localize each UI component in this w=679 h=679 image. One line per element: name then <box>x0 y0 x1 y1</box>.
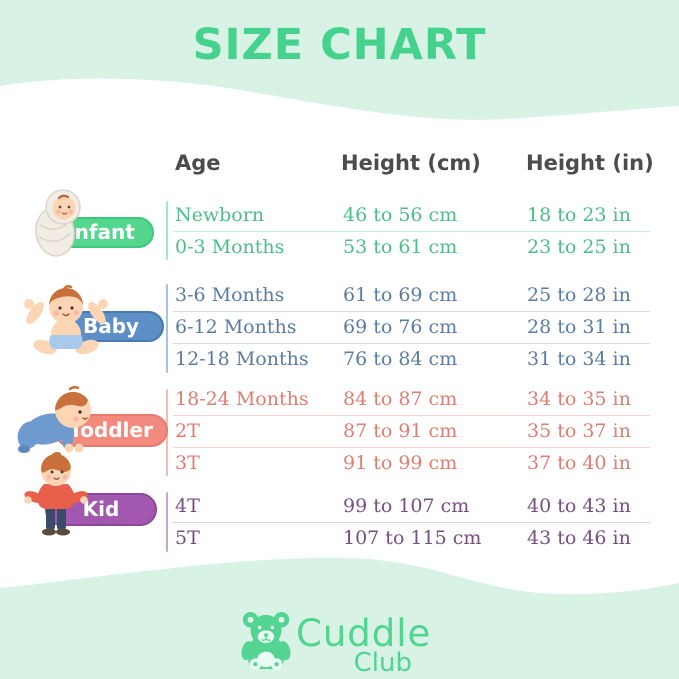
table-row: 3T 91 to 99 cm 37 to 40 in <box>0 450 679 476</box>
row-height-cm: 69 to 76 cm <box>343 316 458 338</box>
row-age: 12-18 Months <box>175 348 309 370</box>
top-wave-decoration <box>0 0 679 120</box>
table-row: 0-3 Months 53 to 61 cm 23 to 25 in <box>0 234 679 260</box>
standing-kid-icon <box>24 452 88 536</box>
row-age: 4T <box>175 495 200 517</box>
infant-label: Infant <box>67 220 135 244</box>
row-height-cm: 76 to 84 cm <box>343 348 458 370</box>
page-title: SIZE CHART <box>192 20 487 70</box>
kid-group-divider <box>166 492 168 552</box>
row-height-cm: 99 to 107 cm <box>343 495 470 517</box>
kid-label: Kid <box>82 497 120 521</box>
row-height-cm: 91 to 99 cm <box>343 452 458 474</box>
teddy-bear-logo-icon <box>241 612 291 670</box>
row-separator <box>173 522 650 523</box>
row-separator <box>173 311 650 312</box>
row-height-in: 18 to 23 in <box>527 204 631 226</box>
column-header-height-in: Height (in) <box>526 151 654 175</box>
row-separator <box>173 447 650 448</box>
table-row: 2T 87 to 91 cm 35 to 37 in <box>0 418 679 444</box>
crawling-toddler-icon <box>17 385 91 453</box>
table-row: 18-24 Months 84 to 87 cm 34 to 35 in <box>0 386 679 412</box>
row-height-cm: 53 to 61 cm <box>343 236 458 258</box>
column-header-age: Age <box>175 151 221 175</box>
row-height-in: 28 to 31 in <box>527 316 631 338</box>
row-height-cm: 61 to 69 cm <box>343 284 458 306</box>
row-height-in: 35 to 37 in <box>527 420 631 442</box>
row-age: 6-12 Months <box>175 316 297 338</box>
row-height-cm: 107 to 115 cm <box>343 527 482 549</box>
column-header-height-cm: Height (cm) <box>341 151 481 175</box>
row-age: 3-6 Months <box>175 284 285 306</box>
row-height-in: 37 to 40 in <box>527 452 631 474</box>
baby-label: Baby <box>82 314 140 338</box>
swaddled-infant-icon <box>35 189 81 257</box>
table-row: 12-18 Months 76 to 84 cm 31 to 34 in <box>0 346 679 372</box>
row-age: 0-3 Months <box>175 236 285 258</box>
row-height-cm: 84 to 87 cm <box>343 388 458 410</box>
infant-group-divider <box>166 201 168 260</box>
row-height-cm: 46 to 56 cm <box>343 204 458 226</box>
bottom-wave-decoration <box>0 557 679 679</box>
row-separator <box>173 231 650 232</box>
row-age: 3T <box>175 452 200 474</box>
row-height-in: 43 to 46 in <box>527 527 631 549</box>
row-age: 5T <box>175 527 200 549</box>
row-height-in: 31 to 34 in <box>527 348 631 370</box>
table-row: 6-12 Months 69 to 76 cm 28 to 31 in <box>0 314 679 340</box>
row-height-in: 23 to 25 in <box>527 236 631 258</box>
row-age: 2T <box>175 420 200 442</box>
row-separator <box>173 343 650 344</box>
row-separator <box>173 415 650 416</box>
sitting-baby-icon <box>24 285 108 355</box>
baby-group-divider <box>166 284 168 373</box>
row-age: 18-24 Months <box>175 388 309 410</box>
row-height-in: 25 to 28 in <box>527 284 631 306</box>
brand-name: Cuddle <box>296 612 432 655</box>
table-row: 5T 107 to 115 cm 43 to 46 in <box>0 525 679 551</box>
table-row: 4T 99 to 107 cm 40 to 43 in <box>0 493 679 519</box>
table-row: 3-6 Months 61 to 69 cm 25 to 28 in <box>0 282 679 308</box>
table-row: Newborn 46 to 56 cm 18 to 23 in <box>0 202 679 228</box>
row-height-cm: 87 to 91 cm <box>343 420 458 442</box>
row-age: Newborn <box>175 204 265 226</box>
brand-subname: Club <box>353 648 412 678</box>
row-height-in: 34 to 35 in <box>527 388 631 410</box>
row-height-in: 40 to 43 in <box>527 495 631 517</box>
